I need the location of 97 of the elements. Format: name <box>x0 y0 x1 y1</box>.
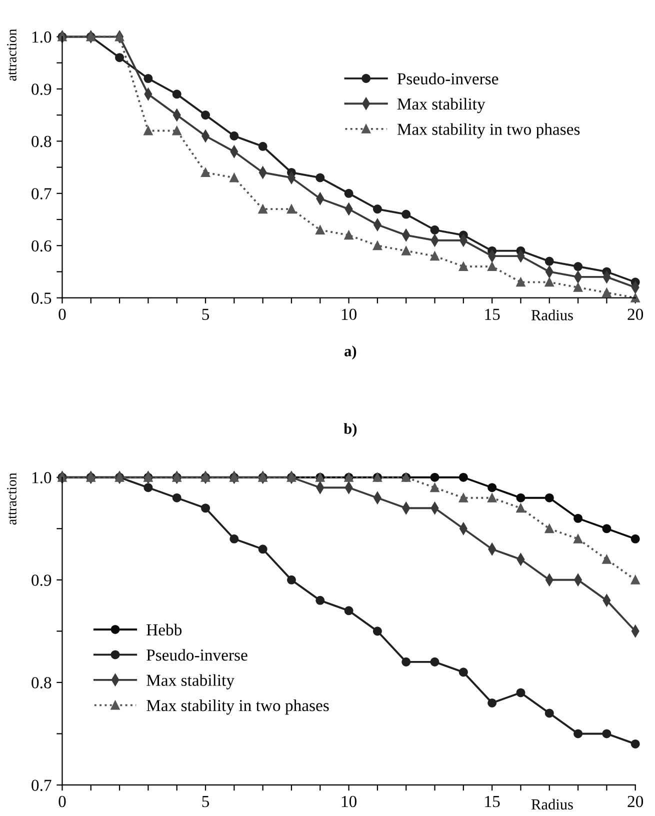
point <box>488 493 497 502</box>
x-tick-label: 10 <box>342 308 356 320</box>
point <box>516 504 526 513</box>
point <box>344 188 354 198</box>
legend-label: Pseudo-inverse <box>397 72 498 84</box>
x-axis-title: Radius <box>531 310 573 320</box>
point <box>172 493 182 502</box>
y-tick-label: 0.8 <box>32 677 52 688</box>
legend-label: Max stability in two phases <box>397 123 580 138</box>
point <box>574 534 583 544</box>
point <box>144 483 153 492</box>
y-tick-label: 0.7 <box>32 780 52 792</box>
point <box>458 472 468 482</box>
y-tick-label: 0.5 <box>32 292 52 304</box>
point <box>200 110 210 120</box>
point <box>602 288 612 298</box>
point <box>458 493 468 502</box>
point <box>430 472 440 482</box>
point <box>402 246 411 256</box>
point <box>516 493 526 502</box>
x-tick-label: 5 <box>202 308 210 320</box>
x-axis-title: Radius <box>531 798 573 810</box>
point <box>574 282 583 292</box>
x-tick-label: 20 <box>628 796 644 808</box>
point <box>402 657 411 666</box>
point <box>372 626 382 636</box>
point <box>286 204 296 214</box>
x-tick-label: 15 <box>485 308 500 320</box>
legend-label: Hebb <box>146 624 182 636</box>
point <box>144 74 153 84</box>
x-tick-label: 15 <box>485 796 500 808</box>
point <box>544 524 554 534</box>
y-tick-label: 0.6 <box>32 240 52 252</box>
x-tick-label: 0 <box>58 308 66 320</box>
y-axis-title: attraction <box>7 28 16 81</box>
point <box>200 504 210 513</box>
text: b) <box>344 423 357 437</box>
point <box>574 262 583 272</box>
point <box>488 262 497 272</box>
y-tick-label: 1.0 <box>32 472 52 484</box>
point <box>430 657 440 666</box>
y-tick-label: 0.9 <box>32 574 52 586</box>
point <box>430 252 440 261</box>
point <box>344 606 354 616</box>
point <box>316 225 325 234</box>
point <box>516 278 526 287</box>
x-tick-label: 0 <box>58 796 66 808</box>
point <box>230 173 239 182</box>
x-tick-label: 5 <box>202 796 210 808</box>
point <box>544 493 554 502</box>
legend-label: Max stability <box>146 674 234 690</box>
y-tick-label: 0.8 <box>32 136 52 148</box>
point <box>316 596 325 605</box>
y-tick-label: 1.0 <box>32 31 52 43</box>
point <box>544 256 554 266</box>
point <box>402 210 411 219</box>
point <box>574 729 583 738</box>
point <box>258 142 268 151</box>
point <box>172 126 182 136</box>
point <box>630 534 640 544</box>
point <box>230 534 239 544</box>
y-tick-label: 0.9 <box>32 84 52 95</box>
point <box>544 708 554 718</box>
text: a) <box>344 346 356 360</box>
point <box>602 554 612 564</box>
point <box>372 241 382 250</box>
point <box>372 204 382 214</box>
point <box>544 278 554 287</box>
point <box>430 225 440 234</box>
point <box>286 575 296 584</box>
point <box>630 739 640 748</box>
point <box>602 729 612 738</box>
y-tick-label: 0.7 <box>32 188 52 200</box>
point <box>430 483 440 492</box>
point <box>115 53 124 62</box>
point <box>488 698 497 708</box>
point <box>172 90 182 99</box>
point <box>458 262 468 272</box>
y-axis-title: attraction <box>7 472 16 525</box>
point <box>602 524 612 534</box>
point <box>144 126 153 136</box>
point <box>258 204 268 214</box>
point <box>344 230 354 240</box>
point <box>630 575 640 584</box>
point <box>230 131 239 140</box>
x-tick-label: 20 <box>628 308 644 320</box>
point <box>516 688 526 698</box>
point <box>258 544 268 554</box>
legend-label: Max stability in two phases <box>146 699 329 715</box>
point <box>200 168 210 178</box>
point <box>458 668 468 677</box>
point <box>488 483 497 492</box>
point <box>574 514 583 523</box>
legend-label: Max stability <box>397 98 486 114</box>
legend-label: Pseudo-inverse <box>146 648 248 661</box>
x-tick-label: 10 <box>342 796 356 808</box>
point <box>316 173 325 182</box>
